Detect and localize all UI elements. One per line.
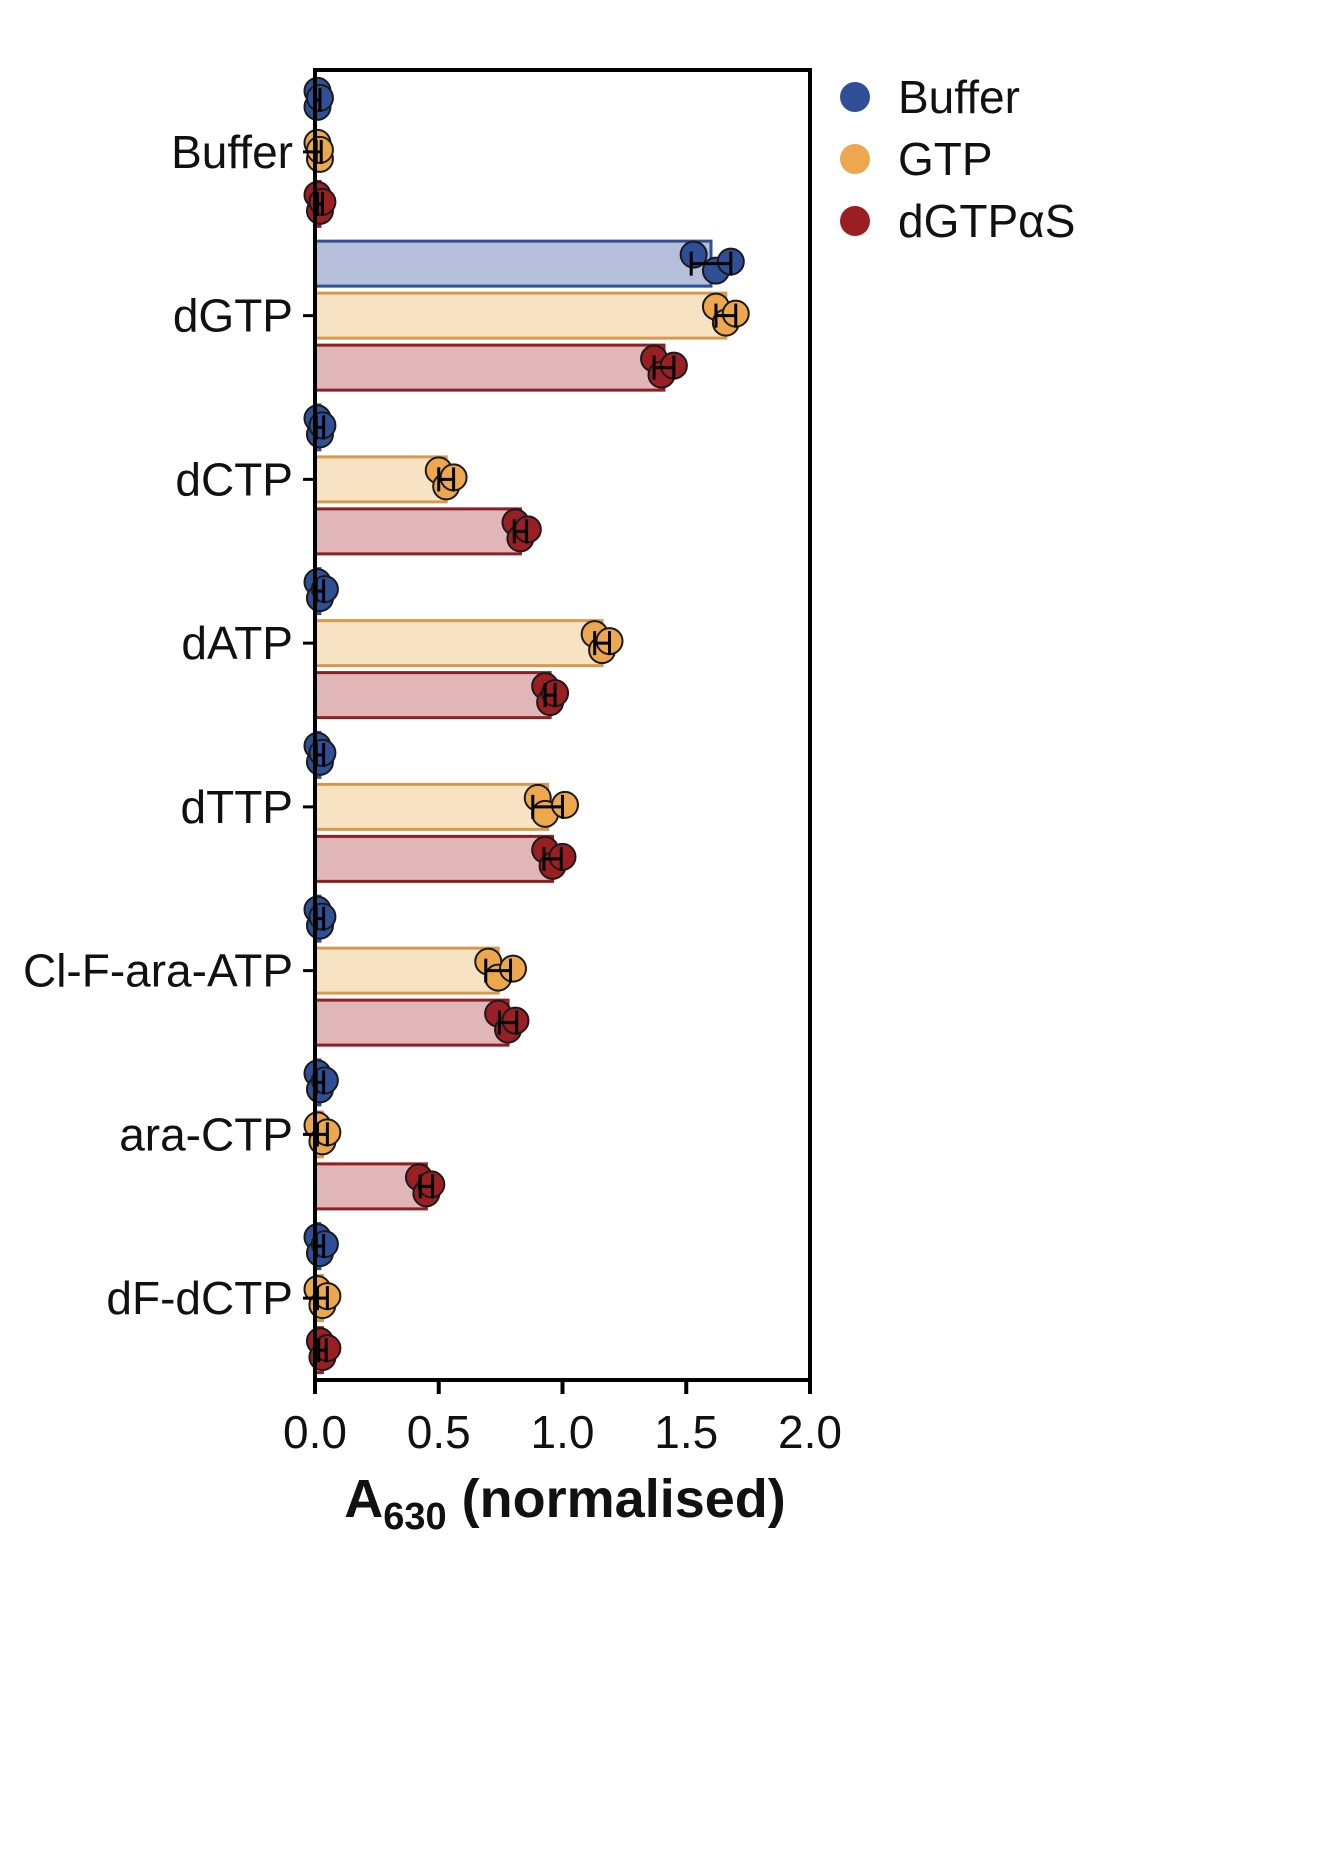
x-axis-title-main: A [344,1469,384,1529]
category-label: dGTP [173,290,293,342]
bar [313,343,666,392]
data-point [550,790,579,819]
legend: Buffer GTP dGTPαS [840,70,1076,247]
legend-label: dGTPαS [898,194,1076,247]
category-label: Cl-F-ara-ATP [23,945,293,997]
plot-frame [313,68,812,1382]
legend-swatch [840,143,870,174]
legend-swatch [840,205,870,236]
bar [313,998,510,1047]
legend-label: GTP [898,132,993,185]
bar [313,507,522,556]
category-label: dATP [181,617,293,669]
bar [313,619,604,668]
bar [313,239,713,288]
category-label: dTTP [181,781,293,833]
axes-layer: Buffer dGTP dCTP dATP dTTP Cl-F-ara-ATP ara-CT… [23,68,842,1458]
bar [313,946,500,995]
legend-item-dgtpas: dGTPαS [840,194,1076,247]
category-label: Buffer [171,126,293,178]
x-tick-label: 1.5 [654,1406,718,1458]
bar [313,834,555,883]
category-label: dF-dCTP [106,1272,293,1324]
x-axis-title: A630 (normalised) [165,1468,965,1539]
category-label: ara-CTP [119,1108,293,1160]
x-tick-label: 0.5 [407,1406,471,1458]
legend-label: Buffer [898,70,1020,123]
legend-item-gtp: GTP [840,132,1075,185]
bar [313,671,552,720]
x-tick-label: 0.0 [283,1406,347,1458]
legend-item-buffer: Buffer [840,70,1075,123]
x-axis-title-sub: 630 [383,1495,447,1538]
x-tick-label: 1.0 [531,1406,595,1458]
bar [313,782,550,831]
x-axis-title-rest: (normalised) [446,1469,786,1529]
x-tick-label: 2.0 [778,1406,842,1458]
data-point [679,240,708,269]
category-label: dCTP [175,453,293,505]
legend-swatch [840,81,870,112]
data-point [499,954,527,983]
bar [313,455,448,504]
bar [313,291,728,340]
